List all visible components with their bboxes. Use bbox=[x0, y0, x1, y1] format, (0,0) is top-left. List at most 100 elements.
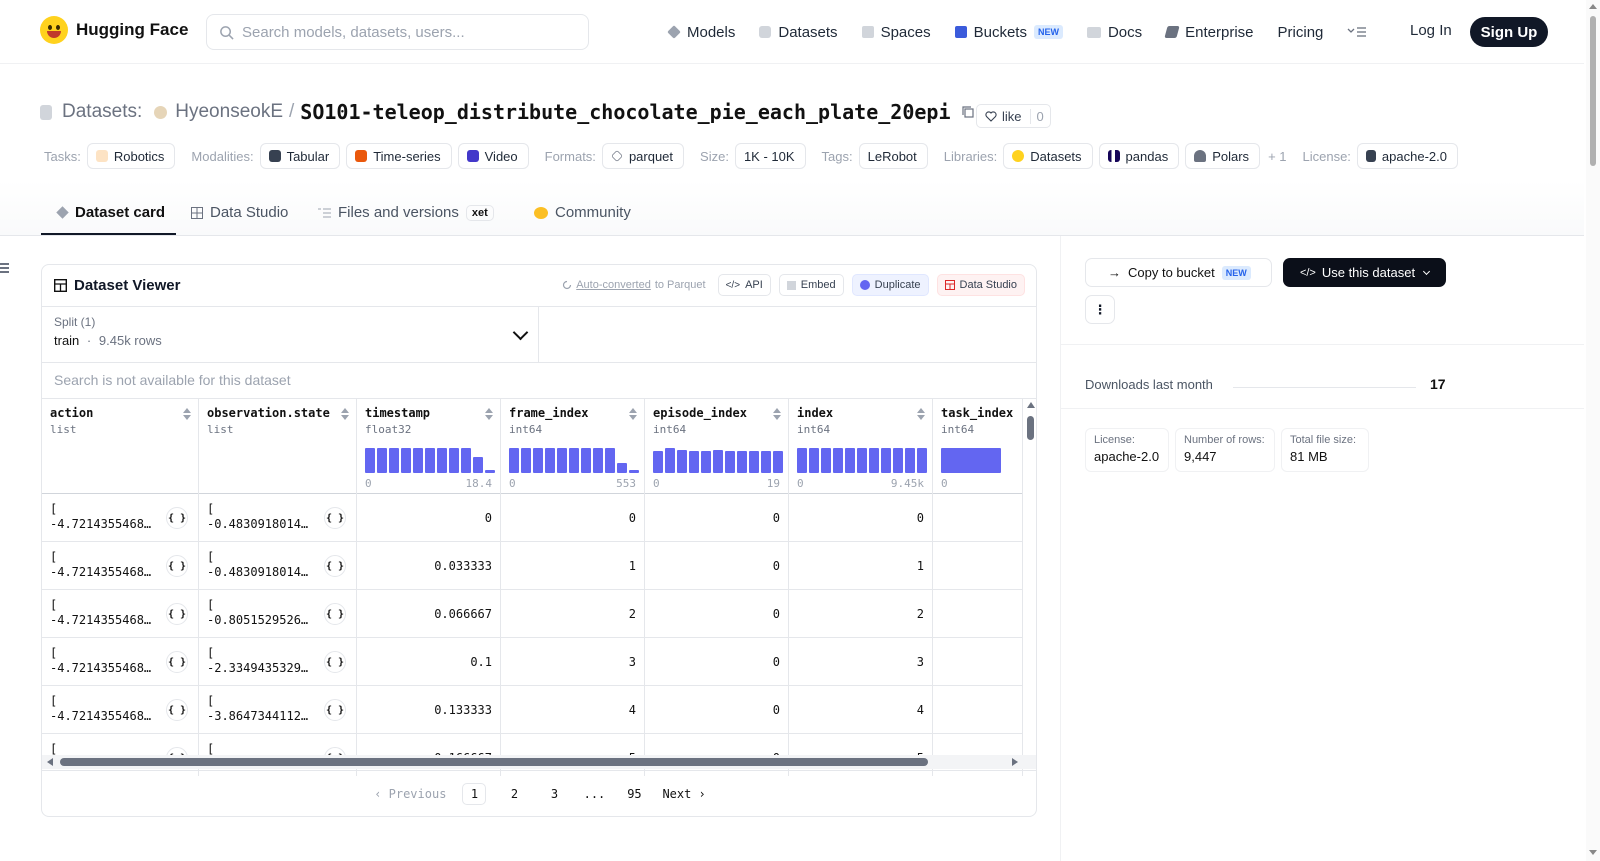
histogram-bar[interactable] bbox=[761, 451, 771, 473]
expand-json-button[interactable]: { } bbox=[166, 555, 188, 577]
column-header[interactable]: index int64 0 9.45k bbox=[789, 398, 932, 494]
table-cell[interactable]: 0 bbox=[645, 686, 788, 734]
data-studio-button[interactable]: Data Studio bbox=[936, 274, 1025, 296]
histogram-bar[interactable] bbox=[941, 448, 1001, 473]
table-cell-list[interactable]: [-4.72143554687... { } bbox=[42, 494, 198, 542]
histogram-bar[interactable] bbox=[545, 448, 555, 473]
histogram-bar[interactable] bbox=[437, 448, 447, 473]
table-cell-list[interactable]: [-2.33494353294... { } bbox=[199, 638, 356, 686]
sort-icon[interactable] bbox=[629, 408, 637, 422]
histogram-bar[interactable] bbox=[593, 448, 603, 473]
scroll-right-icon[interactable] bbox=[1012, 758, 1018, 766]
page-1[interactable]: 1 bbox=[462, 782, 487, 805]
table-cell-list[interactable]: [-0.48309180140... { } bbox=[199, 494, 356, 542]
tag-video[interactable]: Video bbox=[457, 143, 529, 169]
table-cell[interactable]: 0 bbox=[645, 590, 788, 638]
histogram-bar[interactable] bbox=[401, 448, 411, 473]
table-cell[interactable]: 2 bbox=[789, 590, 932, 638]
histogram-bar[interactable] bbox=[737, 451, 747, 473]
histogram-bar[interactable] bbox=[521, 448, 531, 473]
tag-datasets-lib[interactable]: Datasets bbox=[1003, 143, 1093, 169]
split-select[interactable]: Split (1) train · 9.45k rows bbox=[42, 307, 539, 363]
brand-logo[interactable]: Hugging Face bbox=[40, 16, 188, 44]
tag-tabular[interactable]: Tabular bbox=[259, 143, 341, 169]
table-cell[interactable]: 3 bbox=[501, 638, 644, 686]
search-input[interactable] bbox=[242, 23, 572, 41]
embed-button[interactable]: Embed bbox=[778, 274, 844, 296]
histogram-bar[interactable] bbox=[485, 470, 495, 473]
scroll-thumb[interactable] bbox=[1027, 416, 1034, 440]
previous-page[interactable]: ‹ Previous bbox=[374, 786, 447, 801]
table-cell[interactable]: 0.033333 bbox=[357, 542, 500, 590]
sort-icon[interactable] bbox=[485, 408, 493, 422]
histogram-bar[interactable] bbox=[653, 451, 663, 473]
tag-robotics[interactable]: Robotics bbox=[86, 143, 176, 169]
histogram-bar[interactable] bbox=[377, 448, 387, 473]
table-cell[interactable] bbox=[933, 686, 1022, 734]
histogram-bar[interactable] bbox=[701, 451, 711, 473]
table-cell-list[interactable]: [-0.48309180140... { } bbox=[199, 542, 356, 590]
tag-polars[interactable]: Polars bbox=[1185, 143, 1261, 169]
table-cell[interactable]: 0.1 bbox=[357, 638, 500, 686]
tag-pandas[interactable]: pandas bbox=[1098, 143, 1180, 169]
expand-json-button[interactable]: { } bbox=[324, 651, 346, 673]
duplicate-button[interactable]: Duplicate bbox=[851, 274, 929, 296]
scroll-up-icon[interactable] bbox=[1027, 402, 1035, 408]
nav-enterprise[interactable]: Enterprise bbox=[1164, 24, 1254, 41]
tab-community[interactable]: Community bbox=[534, 204, 631, 221]
expand-json-button[interactable]: { } bbox=[324, 603, 346, 625]
tag-size[interactable]: 1K - 10K bbox=[734, 143, 806, 169]
sort-icon[interactable] bbox=[341, 408, 349, 422]
table-cell-list[interactable]: [-4.72143554687... { } bbox=[42, 590, 198, 638]
histogram-bar[interactable] bbox=[581, 448, 591, 473]
copy-to-bucket-button[interactable]: → Copy to bucket NEW bbox=[1085, 258, 1272, 287]
histogram-bar[interactable] bbox=[629, 470, 639, 473]
nav-datasets[interactable]: Datasets bbox=[759, 24, 838, 41]
table-cell[interactable]: 0.066667 bbox=[357, 590, 500, 638]
tab-data-studio[interactable]: Data Studio bbox=[191, 204, 288, 221]
histogram-bar[interactable] bbox=[509, 448, 519, 473]
table-cell[interactable]: 0 bbox=[645, 494, 788, 542]
nav-spaces[interactable]: Spaces bbox=[861, 24, 931, 41]
histogram-bar[interactable] bbox=[557, 448, 567, 473]
more-options-button[interactable]: ⋮ bbox=[1085, 295, 1115, 324]
table-cell[interactable]: 4 bbox=[501, 686, 644, 734]
histogram-bar[interactable] bbox=[533, 448, 543, 473]
histogram-bar[interactable] bbox=[821, 448, 831, 473]
scroll-up-icon[interactable] bbox=[1589, 4, 1597, 9]
histogram-bar[interactable] bbox=[725, 451, 735, 473]
use-this-dataset-button[interactable]: </> Use this dataset bbox=[1283, 258, 1446, 287]
column-header[interactable]: timestamp float32 0 18.4 bbox=[357, 398, 500, 494]
expand-json-button[interactable]: { } bbox=[166, 699, 188, 721]
histogram-bar[interactable] bbox=[689, 451, 699, 473]
signup-button[interactable]: Sign Up bbox=[1470, 17, 1548, 47]
table-cell[interactable]: 4 bbox=[789, 686, 932, 734]
column-header[interactable]: episode_index int64 0 19 bbox=[645, 398, 788, 494]
table-cell[interactable] bbox=[933, 638, 1022, 686]
column-header[interactable]: observation.state list bbox=[199, 398, 356, 494]
table-cell[interactable]: 0 bbox=[357, 494, 500, 542]
table-cell[interactable] bbox=[933, 494, 1022, 542]
table-cell[interactable]: 0 bbox=[645, 542, 788, 590]
tab-files-and-versions[interactable]: Files and versions xet bbox=[318, 204, 494, 221]
table-cell-list[interactable]: [-3.86473441123... { } bbox=[199, 686, 356, 734]
expand-json-button[interactable]: { } bbox=[324, 555, 346, 577]
histogram-bar[interactable] bbox=[413, 448, 423, 473]
table-cell[interactable]: 0 bbox=[645, 638, 788, 686]
histogram-bar[interactable] bbox=[713, 450, 723, 473]
table-horizontal-scrollbar[interactable] bbox=[42, 755, 1036, 769]
scroll-thumb[interactable] bbox=[60, 758, 928, 766]
histogram-bar[interactable] bbox=[833, 448, 843, 473]
table-cell-list[interactable]: [-4.72143554687... { } bbox=[42, 686, 198, 734]
histogram-bar[interactable] bbox=[605, 448, 615, 473]
like-button[interactable]: like 0 bbox=[976, 104, 1051, 128]
table-cell[interactable]: 3 bbox=[789, 638, 932, 686]
histogram-bar[interactable] bbox=[461, 448, 471, 473]
expand-json-button[interactable]: { } bbox=[166, 651, 188, 673]
nav-buckets[interactable]: Buckets NEW bbox=[954, 24, 1063, 41]
tag-lerobot[interactable]: LeRobot bbox=[858, 143, 928, 169]
histogram-bar[interactable] bbox=[449, 448, 459, 473]
table-cell[interactable]: 0.133333 bbox=[357, 686, 500, 734]
repo-owner[interactable]: HyeonseokE bbox=[175, 101, 283, 122]
histogram-bar[interactable] bbox=[797, 448, 807, 473]
